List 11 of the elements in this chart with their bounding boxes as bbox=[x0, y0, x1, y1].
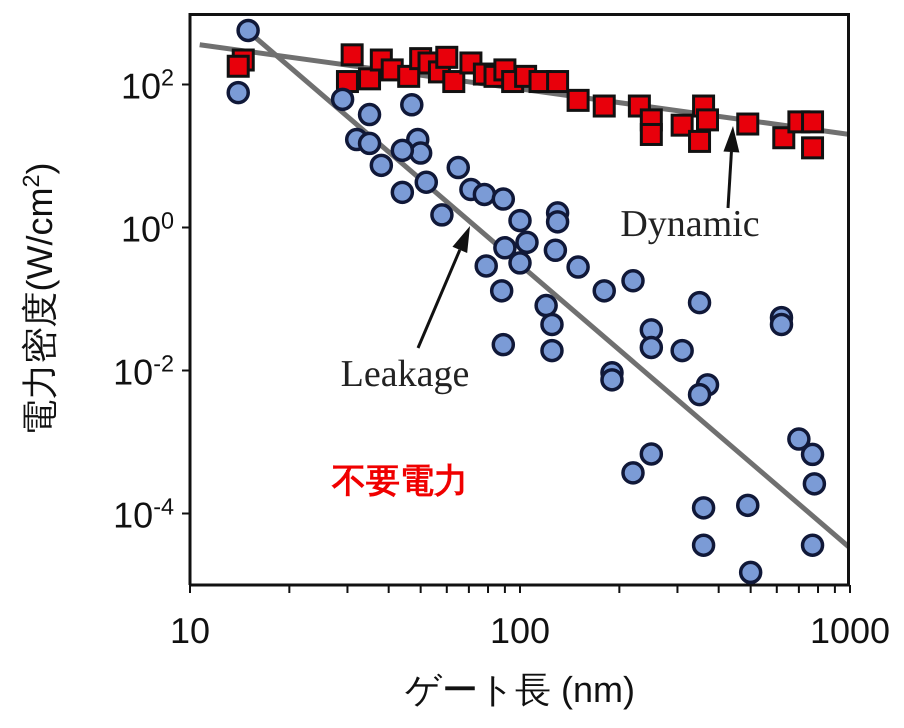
annotation: Dynamic bbox=[620, 203, 760, 245]
x-tick-label: 10 bbox=[170, 610, 210, 651]
x-axis-title: ゲート長 (nm) bbox=[405, 669, 635, 710]
x-tick-label: 1000 bbox=[810, 610, 890, 651]
annotation: Leakage bbox=[340, 353, 470, 395]
y-tick-label: 10$^{-2}$ bbox=[113, 350, 174, 392]
y-tick-label: 10$^{-4}$ bbox=[113, 494, 174, 536]
x-tick-label: 100 bbox=[490, 610, 550, 651]
y-tick-label: 10$^{2}$ bbox=[120, 64, 174, 106]
annotation: 不要電力 bbox=[331, 462, 468, 500]
y-tick-label: 10$^{0}$ bbox=[120, 208, 174, 250]
